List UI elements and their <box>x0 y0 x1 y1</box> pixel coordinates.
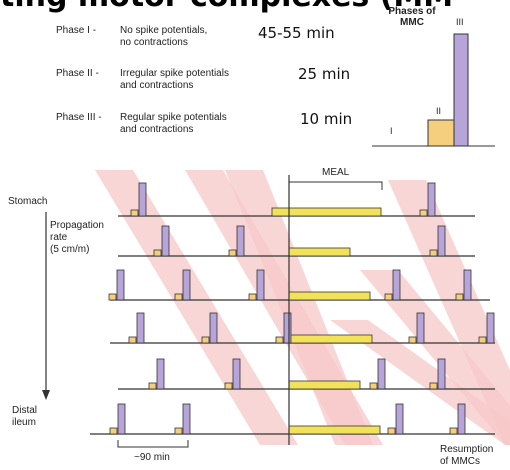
inset-bar-phase-3 <box>453 33 469 147</box>
interval-bracket <box>117 440 189 448</box>
phase-2-burst <box>455 293 464 301</box>
phase-2-burst <box>128 336 137 344</box>
phase-2-burst <box>148 382 157 390</box>
meal-activity-bar <box>271 207 382 217</box>
phase-2-description: Irregular spike potentials and contracti… <box>120 68 229 91</box>
propagation-band-3 <box>225 170 373 445</box>
trace-row-5 <box>118 358 495 390</box>
phase-3-burst <box>395 403 404 435</box>
meal-activity-bar <box>288 291 371 301</box>
phase-2-burst <box>369 382 378 390</box>
phase-2-burst <box>224 382 233 390</box>
phase-2-burst <box>228 249 237 257</box>
inset-bar-phase-2 <box>427 119 455 147</box>
phase-2-burst <box>130 209 139 217</box>
inset-label-phase-2: II <box>436 106 442 116</box>
phase-2-burst <box>408 336 417 344</box>
phase-3-burst <box>117 403 126 435</box>
phase-3-burst <box>256 269 265 301</box>
meal-activity-bar <box>288 247 351 257</box>
phase-2-burst <box>108 293 117 301</box>
stomach-label: Stomach <box>8 196 48 207</box>
phase-3-burst <box>182 403 191 435</box>
phase-3-burst <box>209 312 218 344</box>
phase-3-description: Regular spike potentials and contraction… <box>120 112 227 135</box>
phase-1-description: No spike potentials, no contractions <box>120 25 208 48</box>
meal-activity-bar <box>288 334 373 344</box>
phase-3-burst <box>283 312 292 344</box>
phase-3-code: Phase III - <box>56 112 102 123</box>
phase-3-burst <box>457 403 466 435</box>
propagation-rate-label: Propagation rate (5 cm/m) <box>50 220 104 255</box>
phase-2-burst <box>419 209 428 217</box>
phase-2-burst <box>174 293 183 301</box>
annotations <box>42 175 383 448</box>
phase-2-burst <box>449 427 458 435</box>
meal-bracket <box>288 181 383 190</box>
meal-activity-bar <box>288 380 361 390</box>
phase-3-duration: 10 min <box>300 110 353 128</box>
mmc-traces <box>90 182 495 435</box>
phase-3-burst <box>236 225 245 257</box>
phase-2-burst <box>248 293 257 301</box>
phase-3-burst <box>463 269 472 301</box>
resumption-label: Resumption of MMCs <box>440 444 494 467</box>
phase-3-burst <box>377 358 386 390</box>
phase-3-burst <box>182 269 191 301</box>
phase-3-burst <box>232 358 241 390</box>
phase-3-burst <box>437 225 446 257</box>
phase-2-burst <box>109 427 118 435</box>
inset-label-phase-3: III <box>456 17 464 27</box>
page-title: ting motor complexes (MM <box>0 0 510 20</box>
inset-label-phase-1: I <box>390 126 393 136</box>
phase-2-code: Phase II - <box>56 68 99 79</box>
interval-label: ~90 min <box>134 452 170 463</box>
phase-2-burst <box>429 249 438 257</box>
meal-activity-bar <box>288 425 381 435</box>
meal-label: MEAL <box>322 167 350 178</box>
propagation-bands <box>95 170 510 445</box>
phase-3-burst <box>416 312 425 344</box>
inset-title: Phases of MMC <box>388 6 436 28</box>
phase-3-burst <box>392 269 401 301</box>
phase-3-burst <box>138 182 147 217</box>
inset-chart <box>372 33 495 147</box>
phase-3-burst <box>136 312 145 344</box>
distal-ileum-label: Distal ileum <box>12 405 38 428</box>
phase-3-burst <box>156 358 165 390</box>
propagation-arrowhead <box>42 390 50 400</box>
trace-row-1 <box>118 182 475 217</box>
phase-2-burst <box>429 382 438 390</box>
phase-2-burst <box>384 293 393 301</box>
trace-row-4 <box>110 312 495 344</box>
propagation-band-1 <box>95 170 298 445</box>
trace-row-2 <box>118 225 475 257</box>
phase-1-duration: 45-55 min <box>258 24 335 42</box>
phase-2-duration: 25 min <box>298 65 351 83</box>
phase-2-burst <box>387 427 396 435</box>
phase-3-burst <box>161 225 170 257</box>
phase-3-burst <box>437 358 446 390</box>
phase-2-burst <box>275 336 284 344</box>
phase-2-burst <box>153 249 162 257</box>
trace-row-6 <box>90 403 495 435</box>
trace-row-3 <box>108 269 490 301</box>
phase-3-burst <box>427 182 436 217</box>
phase-3-burst <box>486 312 495 344</box>
phase-2-burst <box>201 336 210 344</box>
phase-2-burst <box>478 336 487 344</box>
phase-2-burst <box>174 427 183 435</box>
phase-3-burst <box>116 269 125 301</box>
phase-1-code: Phase I - <box>56 25 97 36</box>
